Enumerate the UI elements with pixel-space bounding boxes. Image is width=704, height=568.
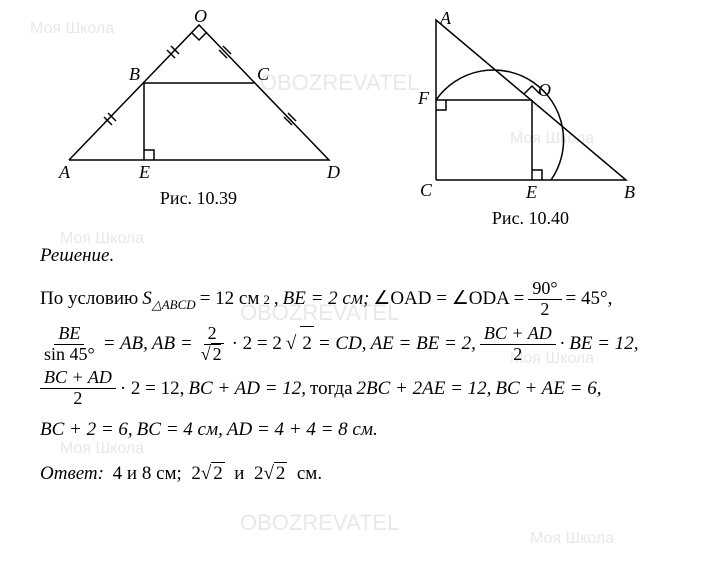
frac-bcad-2b: BC + AD 2 [40, 368, 116, 409]
solution-line-4: BC + 2 = 6, BC = 4 см, AD = 4 + 4 = 8 см… [40, 413, 674, 447]
eq-45: = 45°, [566, 282, 613, 316]
solution-title: Решение. [40, 239, 674, 273]
ad-8: AD = 4 + 4 = 8 см. [227, 413, 378, 447]
eq-12: = 12 см [200, 282, 260, 316]
ans-2r2a: 2 [191, 463, 201, 484]
point-O: O [194, 10, 207, 26]
eq-cd: = CD, [318, 327, 367, 361]
be-12: · BE = 12, [560, 327, 639, 361]
solution-line-2: BE sin 45° = AB, AB = 2 2 · 2 = 22 = CD,… [40, 324, 674, 365]
bcad-12: BC + AD = 12, [188, 372, 306, 406]
togda: тогда [310, 372, 353, 406]
bc-4: BC = 4 см, [137, 413, 223, 447]
2bc-2ae: 2BC + 2AE = 12, [357, 372, 492, 406]
s-sub: △ABCD [152, 297, 196, 312]
dot-2: · 2 = 2 [232, 327, 282, 361]
ans-1: 4 и 8 см; [113, 463, 182, 484]
ab-eq: AB = [152, 327, 193, 361]
point-E-r: E [525, 182, 537, 200]
solution-line-3: BC + AD 2 · 2 = 12, BC + AD = 12, тогда … [40, 368, 674, 409]
frac-2-root2: 2 2 [197, 324, 228, 365]
frac-90-2: 90° 2 [528, 279, 561, 320]
point-F-r: F [417, 88, 430, 108]
figure-left-caption: Рис. 10.39 [160, 188, 237, 209]
s-label: S [142, 288, 152, 309]
eq-2-12: · 2 = 12, [120, 372, 185, 406]
figure-left-svg: O B C A E D [49, 10, 349, 180]
point-C-r: C [420, 180, 433, 200]
watermark: Моя Школа [530, 530, 614, 548]
figure-right-caption: Рис. 10.40 [492, 208, 569, 229]
bc-2-6: BC + 2 = 6, [40, 413, 133, 447]
point-B: B [129, 64, 140, 84]
point-B-r: B [624, 182, 635, 200]
answer-label: Ответ: [40, 457, 104, 491]
eq-ab: = AB, [103, 327, 148, 361]
figure-left: O B C A E D Рис. 10.39 [49, 10, 349, 229]
ans-cm: см. [297, 463, 322, 484]
point-C: C [257, 64, 270, 84]
solution-line-1: По условию S△ABCD = 12 см2, BE = 2 см; ∠… [40, 279, 674, 320]
point-A-r: A [439, 10, 452, 28]
ans-and: и [234, 463, 244, 484]
watermark: OBOZREVATEL [240, 510, 399, 536]
figures-row: O B C A E D Рис. 10.39 [0, 0, 704, 229]
point-A: A [58, 162, 71, 180]
ans-2r2b: 2 [254, 463, 264, 484]
solution-block: Решение. По условию S△ABCD = 12 см2, BE … [0, 229, 704, 491]
point-O-r: O [538, 80, 551, 100]
answer-line: Ответ: 4 и 8 см; 22 и 22 см. [40, 457, 674, 491]
ae-be: AE = BE = 2, [371, 327, 476, 361]
figure-right: A F O C E B Рис. 10.40 [406, 10, 656, 229]
point-E: E [138, 162, 150, 180]
point-D: D [326, 162, 340, 180]
be-2: BE = 2 см; [283, 282, 370, 316]
frac-be-sin: BE sin 45° [40, 324, 99, 365]
intro-text: По условию [40, 282, 138, 316]
frac-bcad-2: BC + AD 2 [480, 324, 556, 365]
angle-oad: ∠OAD = ∠ODA = [373, 282, 524, 316]
figure-right-svg: A F O C E B [406, 10, 656, 200]
bc-ae-6: BC + AE = 6, [495, 372, 601, 406]
